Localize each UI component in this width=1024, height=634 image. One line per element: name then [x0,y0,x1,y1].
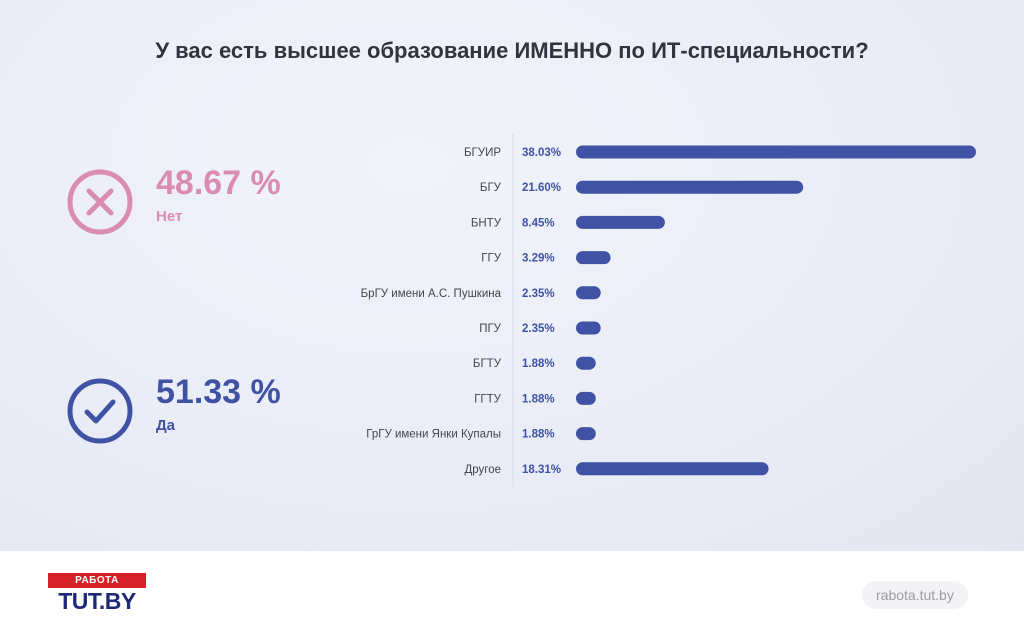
value-label: 2.35% [522,288,555,300]
category-label: БНТУ [471,217,502,229]
category-label: БГУИР [464,147,501,159]
bar [576,145,976,159]
chart-title: У вас есть высшее образование ИМЕННО по … [155,38,869,63]
category-label: ГГУ [481,253,501,265]
chart-panel [0,0,1024,551]
stat-yes-value: 51.33 % [156,373,281,411]
category-label: ПГУ [479,323,501,335]
logo[interactable]: РАБОТА TUT.BY [48,573,146,617]
bar [576,462,769,476]
x-circle-icon [67,169,133,235]
bar [576,427,596,441]
stat-no-label: Нет [156,208,183,225]
bar [576,286,601,300]
value-label: 2.35% [522,323,555,335]
category-label: Другое [464,464,501,476]
value-label: 8.45% [522,217,555,229]
value-label: 1.88% [522,393,555,405]
bar [576,356,596,370]
category-label: БрГУ имени А.С. Пушкина [361,288,502,300]
category-label: БГУ [480,182,502,194]
category-label: БГТУ [473,358,502,370]
value-label: 1.88% [522,358,555,370]
bar [576,180,804,194]
value-label: 18.31% [522,464,561,476]
footer: РАБОТА TUT.BY rabota.tut.by [0,551,1024,634]
bar-chart: БГУИР 38.03% БГУ 21.60% БНТУ 8.45% ГГУ 3.29% БрГ… [361,134,976,487]
logo-main: TUT.BY [58,588,136,614]
stat-yes: 51.33 % Да [66,373,366,457]
value-label: 3.29% [522,253,555,265]
stat-no: 48.67 % Нет [66,164,366,248]
bar [576,321,601,335]
bar [576,215,665,229]
value-label: 38.03% [522,147,561,159]
category-label: ГрГУ имени Янки Купалы [366,429,501,441]
check-circle-icon [67,378,133,444]
logo-top: РАБОТА [48,573,146,588]
bar [576,391,596,405]
bar [576,251,611,265]
category-label: ГГТУ [474,393,501,405]
stat-yes-label: Да [156,417,176,434]
stat-no-value: 48.67 % [156,164,281,202]
value-label: 21.60% [522,182,561,194]
site-link[interactable]: rabota.tut.by [862,581,968,609]
value-label: 1.88% [522,429,555,441]
